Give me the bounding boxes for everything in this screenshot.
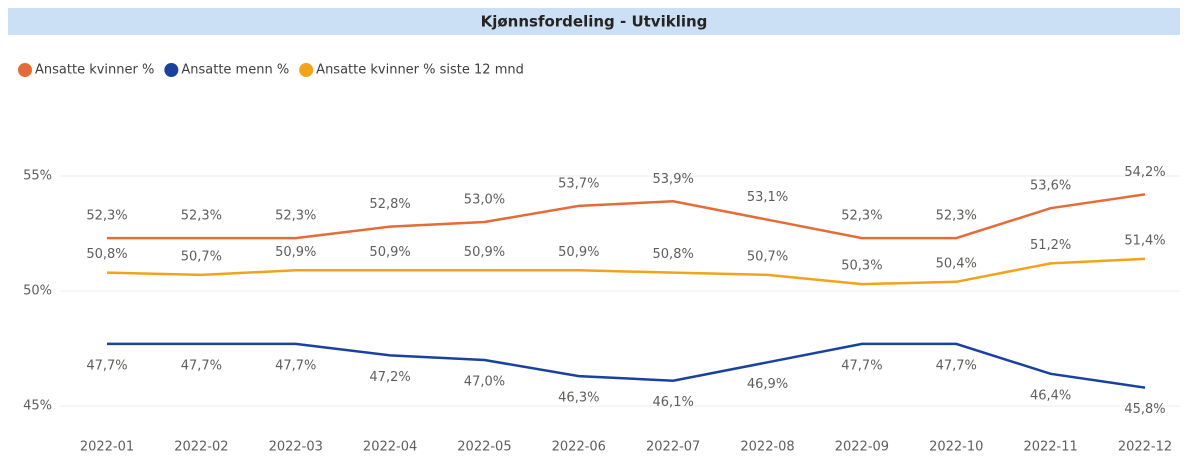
chart-title: Kjønnsfordeling - Utvikling [481, 13, 708, 31]
title-bar [8, 8, 1180, 35]
data-label: 45,8% [1124, 402, 1165, 417]
data-label: 46,1% [653, 395, 694, 410]
data-label: 53,0% [464, 193, 505, 208]
data-label: 51,2% [1030, 238, 1071, 253]
data-label: 50,4% [936, 256, 977, 271]
legend-label: Ansatte kvinner % siste 12 mnd [316, 63, 524, 78]
data-label: 47,7% [936, 358, 977, 373]
data-label: 47,7% [841, 358, 882, 373]
data-label: 53,6% [1030, 179, 1071, 194]
data-label: 52,8% [369, 197, 410, 212]
data-label: 50,3% [841, 259, 882, 274]
data-label: 53,9% [653, 172, 694, 187]
data-label: 54,2% [1124, 165, 1165, 180]
data-label: 46,9% [747, 377, 788, 392]
data-label: 50,7% [181, 249, 222, 264]
data-label: 50,9% [369, 245, 410, 260]
x-tick-label: 2022-07 [646, 440, 700, 455]
x-tick-label: 2022-02 [174, 440, 228, 455]
x-tick-label: 2022-04 [363, 440, 417, 455]
data-label: 52,3% [86, 209, 127, 224]
x-tick-label: 2022-05 [457, 440, 511, 455]
legend-label: Ansatte kvinner % [35, 63, 154, 78]
data-label: 52,3% [841, 209, 882, 224]
legend-marker [18, 63, 32, 77]
data-label: 51,4% [1124, 233, 1165, 248]
data-label: 50,9% [275, 245, 316, 260]
line [107, 193, 1146, 240]
data-label: 52,3% [275, 209, 316, 224]
x-tick-label: 2022-01 [80, 440, 134, 455]
data-label: 52,3% [936, 209, 977, 224]
data-label: 50,7% [747, 249, 788, 264]
data-label: 52,3% [181, 209, 222, 224]
x-tick-label: 2022-09 [835, 440, 889, 455]
data-label: 50,9% [558, 245, 599, 260]
legend-label: Ansatte menn % [181, 63, 289, 78]
data-label: 53,7% [558, 176, 599, 191]
x-tick-label: 2022-03 [269, 440, 323, 455]
x-tick-label: 2022-12 [1118, 440, 1172, 455]
data-label: 53,1% [747, 190, 788, 205]
x-tick-label: 2022-11 [1023, 440, 1077, 455]
data-label: 47,0% [464, 375, 505, 390]
data-label: 47,7% [275, 358, 316, 373]
x-tick-label: 2022-08 [740, 440, 794, 455]
data-label: 50,8% [86, 247, 127, 262]
x-tick-label: 2022-10 [929, 440, 983, 455]
data-label: 47,7% [181, 358, 222, 373]
data-label: 47,2% [369, 370, 410, 385]
x-tick-label: 2022-06 [552, 440, 606, 455]
y-tick-label: 50% [23, 284, 52, 299]
y-tick-label: 55% [23, 169, 52, 184]
data-label: 47,7% [86, 358, 127, 373]
data-label: 46,4% [1030, 388, 1071, 403]
data-label: 50,9% [464, 245, 505, 260]
legend-marker [164, 63, 179, 77]
data-label: 46,3% [558, 391, 599, 406]
line [106, 257, 1146, 286]
y-tick-label: 45% [23, 399, 52, 414]
legend-marker [299, 63, 314, 77]
line [107, 342, 1146, 389]
data-label: 50,8% [653, 247, 694, 262]
